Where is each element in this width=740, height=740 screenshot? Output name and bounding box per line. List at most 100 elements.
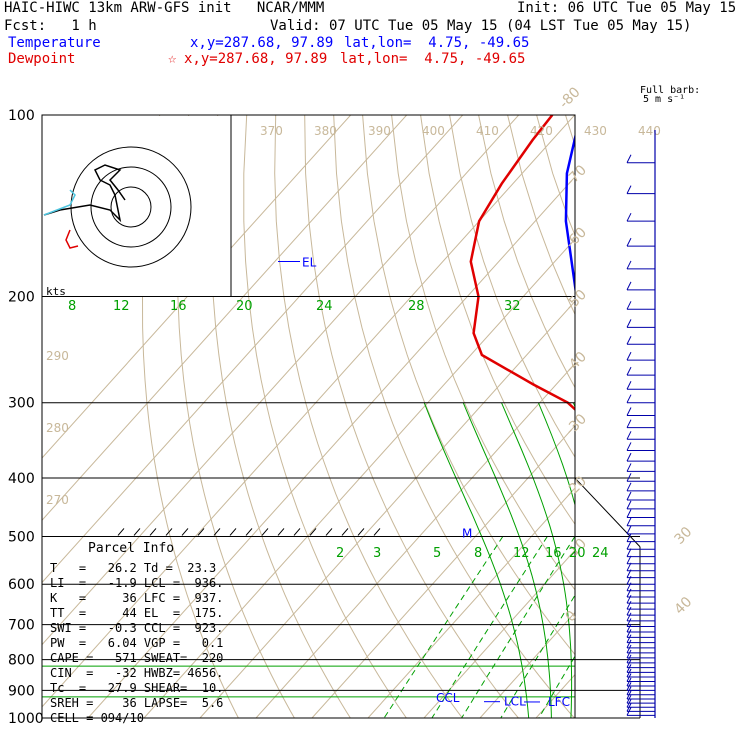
parcel-row-4: TT = 44 EL = 175. bbox=[50, 606, 224, 620]
temperature-legend-label: Temperature bbox=[8, 35, 101, 51]
mixing-ratio-label: 8 bbox=[68, 299, 76, 314]
pressure-tick-label: 300 bbox=[8, 396, 35, 412]
parcel-row-9: Tc = 27.9 SHEAR= 10. bbox=[50, 681, 224, 695]
mixing-ratio-label: 2 bbox=[336, 546, 344, 561]
freezing-hatch-mark bbox=[133, 528, 141, 536]
isotherm-line bbox=[42, 115, 520, 646]
freezing-hatch-mark bbox=[181, 528, 189, 536]
dry-adiabat-line bbox=[141, 115, 239, 718]
mixing-ratio-label: 20 bbox=[569, 546, 586, 561]
freezing-hatch-mark bbox=[245, 528, 253, 536]
freezing-hatch-mark bbox=[293, 528, 301, 536]
parcel-row-1: T = 26.2 Td = 23.3 bbox=[50, 561, 217, 575]
wind-barb-flag bbox=[626, 555, 632, 565]
forecast-hour: Fcst: 1 h bbox=[4, 18, 97, 34]
wind-barb-flag bbox=[626, 431, 632, 440]
freezing-hatch-mark bbox=[261, 528, 269, 536]
dry-adiabat-line bbox=[177, 115, 295, 718]
theta-low-label: 270 bbox=[46, 493, 69, 507]
wind-barb-flag bbox=[626, 562, 632, 572]
dry-adiabat-line bbox=[478, 115, 575, 389]
wind-barb-flag bbox=[626, 517, 632, 527]
parcel-row-3: K = 36 LFC = 937. bbox=[50, 591, 224, 605]
hodograph-background bbox=[43, 116, 231, 296]
wind-barb-flag bbox=[626, 644, 632, 654]
wind-barb-flag bbox=[626, 703, 632, 712]
isotherm-label: 40 bbox=[672, 594, 696, 618]
wind-barb-flag bbox=[626, 664, 632, 673]
parcel-row-6: PW = 6.04 VGP = 0.1 bbox=[50, 636, 224, 650]
wind-barb-flag bbox=[626, 336, 632, 345]
freezing-hatch-mark bbox=[325, 528, 333, 536]
wind-barb-flag bbox=[626, 594, 632, 604]
freezing-hatch-mark bbox=[277, 528, 285, 536]
freezing-hatch-mark bbox=[213, 528, 221, 536]
theta-label: 400 bbox=[422, 124, 445, 138]
pressure-tick-label: 200 bbox=[8, 290, 35, 306]
wind-barb-flag bbox=[626, 629, 632, 638]
wind-barb-flag bbox=[626, 612, 632, 622]
wind-barb-flag bbox=[626, 649, 632, 659]
isotherm-line bbox=[255, 362, 575, 718]
freezing-hatch-mark bbox=[357, 528, 365, 536]
hodograph-units: kts bbox=[46, 285, 66, 298]
hodograph-trace-surface bbox=[65, 229, 79, 249]
valid-time: Valid: 07 UTC Tue 05 May 15 (04 LST Tue … bbox=[270, 18, 692, 34]
wind-barb-flag bbox=[626, 588, 632, 598]
dry-adiabat-line bbox=[507, 115, 575, 316]
theta-label: 430 bbox=[584, 124, 607, 138]
theta-label: 440 bbox=[638, 124, 661, 138]
pressure-tick-label: 700 bbox=[8, 618, 35, 634]
mixing-ratio-label: 12 bbox=[113, 299, 130, 314]
mixing-ratio-label: 20 bbox=[236, 299, 253, 314]
parcel-row-8: CIN = -32 HWBZ= 4656. bbox=[50, 666, 224, 680]
isotherm-line bbox=[199, 300, 575, 718]
dry-adiabat-line bbox=[711, 115, 740, 718]
pressure-tick-label: 500 bbox=[8, 529, 35, 545]
isotherm-line bbox=[704, 115, 740, 718]
dry-adiabat-line bbox=[333, 115, 575, 718]
theta-label: 410 bbox=[476, 124, 499, 138]
temperature-profile-line bbox=[564, 132, 575, 295]
barb-legend-line2: 5 m s⁻¹ bbox=[643, 94, 686, 105]
isotherm-line bbox=[87, 176, 575, 718]
pressure-tick-label: 400 bbox=[8, 471, 35, 487]
wind-barb-flag bbox=[626, 707, 632, 716]
level-marker-lfc: LFC bbox=[548, 695, 570, 709]
wind-barb-flag bbox=[626, 301, 632, 310]
theta-low-label: 290 bbox=[46, 349, 69, 363]
parcel-row-2: LI = -1.9 LCL = 936. bbox=[50, 576, 224, 590]
moist-adiabat-line bbox=[423, 402, 530, 718]
moist-adiabat-line bbox=[462, 402, 552, 718]
level-marker-lcl: LCL bbox=[504, 695, 526, 709]
plot-frame bbox=[41, 114, 576, 719]
wind-barb-flag bbox=[626, 668, 632, 678]
mixing-ratio-label: 24 bbox=[592, 546, 609, 561]
moist-adiabat-line bbox=[537, 402, 575, 507]
isotherm-line bbox=[311, 425, 575, 718]
wind-barb-flag bbox=[626, 394, 632, 403]
pressure-tick-label: 900 bbox=[8, 683, 35, 699]
mixing-ratio-line bbox=[538, 655, 575, 718]
pressure-tick-label: 800 bbox=[8, 653, 35, 669]
wind-barb-flag bbox=[626, 686, 632, 695]
wind-barb-flag bbox=[626, 699, 632, 708]
dry-adiabat-line bbox=[391, 115, 575, 591]
wind-barb-flag bbox=[626, 351, 632, 361]
theta-low-label: 280 bbox=[46, 421, 69, 435]
isotherm-label: -80 bbox=[556, 84, 583, 111]
wind-barb-flag bbox=[626, 452, 632, 462]
dry-adiabat-line bbox=[449, 115, 575, 458]
wind-barb-flag bbox=[626, 366, 632, 376]
wind-barb-flag bbox=[626, 690, 632, 700]
wind-barb-flag bbox=[626, 677, 632, 687]
wind-barb-flag bbox=[626, 319, 632, 328]
wind-barb-flag bbox=[626, 623, 632, 633]
mixing-ratio-label: 12 bbox=[513, 546, 530, 561]
hodograph-trace bbox=[43, 164, 126, 223]
wind-barb-flag bbox=[626, 381, 632, 390]
wind-barb-flag bbox=[626, 600, 632, 610]
isotherm-line bbox=[42, 115, 575, 708]
theta-label: 420 bbox=[530, 124, 553, 138]
